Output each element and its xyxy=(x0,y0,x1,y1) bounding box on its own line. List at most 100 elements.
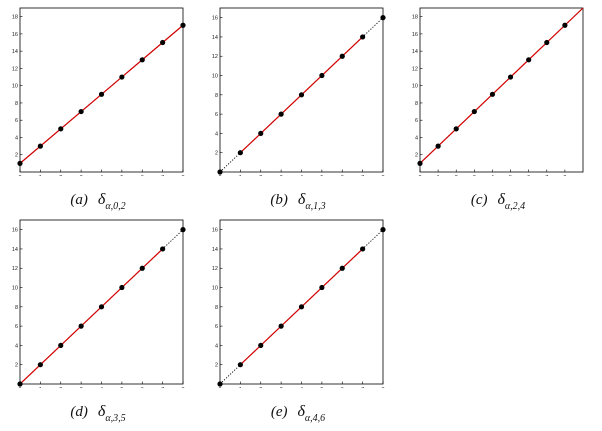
panel-e: 012345678246810121416 (e)δα,4,6 xyxy=(208,216,388,424)
data-point xyxy=(160,39,166,46)
x-tick-label: 5 xyxy=(320,387,323,388)
red-fit-line xyxy=(19,248,164,385)
x-tick-label: 8 xyxy=(181,387,184,388)
x-tick-label: 8 xyxy=(381,175,384,176)
panel-b: 012345678246810121416 (b)δα,1,3 xyxy=(208,4,388,212)
x-tick-label: 0 xyxy=(218,387,221,388)
data-point xyxy=(298,92,305,98)
x-tick-label: 6 xyxy=(527,175,530,176)
x-tick-label: 0 xyxy=(218,175,221,176)
x-tick-label: 6 xyxy=(141,175,144,176)
data-point xyxy=(298,304,305,310)
data-point xyxy=(98,91,105,97)
data-point xyxy=(339,53,345,59)
caption-letter: (d) xyxy=(70,404,88,420)
x-tick-label: 5 xyxy=(509,175,512,176)
y-tick-label: 8 xyxy=(15,305,18,311)
x-tick-label: 0 xyxy=(18,175,21,176)
x-tick-label: 3 xyxy=(80,175,83,176)
x-tick-label: 4 xyxy=(300,175,303,176)
data-point xyxy=(119,74,125,80)
data-point xyxy=(526,57,532,63)
y-tick-label: 6 xyxy=(15,324,18,330)
data-point xyxy=(37,362,43,368)
data-point xyxy=(180,227,186,233)
data-point xyxy=(17,381,23,387)
data-point xyxy=(160,246,166,252)
data-point xyxy=(562,22,568,28)
caption-subscript: α,2,4 xyxy=(504,201,526,212)
data-point xyxy=(453,126,459,132)
data-point xyxy=(544,39,550,46)
x-tick-label: 1 xyxy=(239,387,242,388)
y-tick-label: 16 xyxy=(412,32,418,38)
caption-subscript: α,1,3 xyxy=(305,201,326,212)
x-tick-label: 1 xyxy=(437,175,440,176)
caption-symbol: δ xyxy=(297,191,306,208)
y-tick-label: 8 xyxy=(215,305,218,311)
plot-e: 012345678246810121416 xyxy=(212,219,386,388)
caption-a: (a) δα,0,2 xyxy=(8,191,188,212)
y-tick-label: 10 xyxy=(212,286,218,292)
data-point xyxy=(360,246,366,252)
data-point xyxy=(237,150,243,156)
data-point xyxy=(217,381,223,387)
plot-c: 01234567824681012141618 xyxy=(412,7,584,176)
red-fit-line xyxy=(419,7,584,164)
data-point xyxy=(507,74,514,80)
data-point xyxy=(17,160,23,166)
data-point xyxy=(258,130,264,137)
y-tick-label: 10 xyxy=(212,74,218,80)
x-tick-label: 2 xyxy=(455,175,458,176)
x-tick-label: 8 xyxy=(381,387,384,388)
x-tick-label: 7 xyxy=(361,387,364,388)
data-point xyxy=(319,284,325,291)
y-tick-label: 14 xyxy=(412,49,418,55)
x-tick-label: 0 xyxy=(418,175,421,176)
x-tick-label: 3 xyxy=(280,175,283,176)
x-tick-label: 7 xyxy=(161,387,164,388)
x-tick-label: 1 xyxy=(39,175,42,176)
x-tick-label: 0 xyxy=(18,387,21,388)
x-tick-label: 3 xyxy=(80,387,83,388)
y-tick-label: 16 xyxy=(12,32,18,38)
x-tick-label: 7 xyxy=(545,175,548,176)
x-tick-label: 8 xyxy=(181,175,184,176)
data-point xyxy=(319,72,325,79)
x-tick-label: 3 xyxy=(280,387,283,388)
x-tick-label: 4 xyxy=(491,175,494,176)
caption-subscript: α,4,6 xyxy=(304,413,326,424)
x-tick-label: 2 xyxy=(59,175,62,176)
y-tick-label: 2 xyxy=(415,153,418,159)
y-tick-label: 16 xyxy=(12,228,18,234)
y-tick-label: 12 xyxy=(212,266,218,272)
y-tick-label: 16 xyxy=(212,16,218,22)
x-tick-label: 3 xyxy=(473,175,476,176)
y-tick-label: 2 xyxy=(215,363,218,369)
x-tick-label: 5 xyxy=(120,175,123,176)
y-tick-label: 6 xyxy=(215,324,218,330)
y-tick-label: 18 xyxy=(12,15,18,21)
plot-b: 012345678246810121416 xyxy=(212,7,386,176)
caption-symbol: δ xyxy=(97,191,106,208)
plot-frame xyxy=(19,7,184,173)
y-tick-label: 4 xyxy=(215,131,218,137)
plot-frame xyxy=(19,219,184,385)
y-tick-label: 4 xyxy=(415,135,418,141)
y-tick-label: 4 xyxy=(15,343,18,349)
x-tick-label: 6 xyxy=(341,175,344,176)
x-tick-label: 4 xyxy=(300,387,303,388)
y-tick-label: 8 xyxy=(15,101,18,107)
data-point xyxy=(360,34,366,40)
y-tick-label: 4 xyxy=(215,343,218,349)
data-point xyxy=(278,111,284,117)
y-tick-label: 12 xyxy=(12,66,18,72)
plot-frame xyxy=(219,219,384,385)
panel-a: 01234567824681012141618 (a)δα,0,2 xyxy=(8,4,188,212)
caption-symbol: δ xyxy=(97,403,106,420)
caption-subscript: α,0,2 xyxy=(105,201,126,212)
x-tick-label: 2 xyxy=(259,387,262,388)
data-point xyxy=(380,15,386,21)
caption-e: (e) δα,4,6 xyxy=(208,403,388,424)
data-point xyxy=(139,57,145,63)
